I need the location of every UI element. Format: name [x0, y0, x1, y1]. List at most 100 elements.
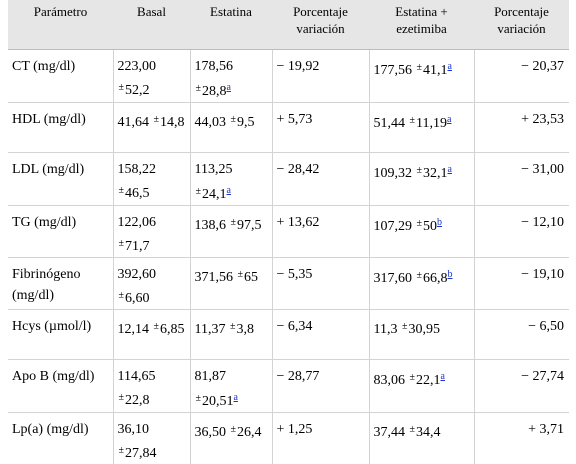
param-cell: Apo B (mg/dl) [8, 360, 113, 413]
variation-cell-estatina: − 19,92 [272, 50, 369, 103]
mean-value: 371,56 [195, 270, 237, 285]
sd-value: 71,7 [125, 239, 150, 254]
mean-value: 44,03 [195, 115, 230, 130]
mean-value: 109,32 [374, 166, 416, 181]
sd-value: 66,8 [423, 271, 448, 286]
results-table: Parámetro Basal Estatina Porcentaje vari… [8, 0, 569, 464]
plus-minus: ± [231, 217, 237, 228]
footnote-ref-a[interactable]: a [441, 371, 445, 382]
header-basal: Basal [113, 0, 190, 50]
basal-cell: 114,65 ±22,8 [113, 360, 190, 413]
estatina-cell: 113,25 ±24,1a [190, 153, 272, 206]
mean-value: 114,65 [118, 369, 156, 384]
header-estatina: Estatina [190, 0, 272, 50]
mean-value: 12,14 [118, 322, 153, 337]
sd-value: 24,1 [202, 187, 227, 202]
footnote-ref-a[interactable]: a [227, 185, 231, 196]
sd-value: 28,8 [202, 84, 227, 99]
plus-minus: ± [417, 165, 423, 176]
sd-value: 32,1 [423, 166, 448, 181]
sd-value: 6,85 [160, 322, 185, 337]
header-row: Parámetro Basal Estatina Porcentaje vari… [8, 0, 569, 50]
estatina-ezetimiba-cell: 109,32 ±32,1a [369, 153, 474, 206]
sd-value: 14,8 [160, 115, 185, 130]
param-cell: Fibrinógeno (mg/dl) [8, 258, 113, 310]
estatina-ezetimiba-cell: 51,44 ±11,19a [369, 103, 474, 153]
mean-value: 36,10 [118, 422, 150, 437]
estatina-cell: 36,50 ±26,4 [190, 413, 272, 464]
sd-value: 27,84 [125, 446, 157, 461]
param-cell: LDL (mg/dl) [8, 153, 113, 206]
estatina-ezetimiba-cell: 107,29 ±50b [369, 206, 474, 258]
mean-value: 113,25 [195, 162, 233, 177]
mean-value: 11,37 [195, 322, 229, 337]
basal-cell: 158,22 ±46,5 [113, 153, 190, 206]
variation-cell-estatina: + 1,25 [272, 413, 369, 464]
mean-value: 107,29 [374, 219, 416, 234]
plus-minus: ± [230, 321, 236, 332]
variation-cell-ezetimiba: − 20,37 [474, 50, 569, 103]
footnote-ref-a[interactable]: a [448, 61, 452, 72]
sd-value: 9,5 [237, 115, 255, 130]
variation-cell-ezetimiba: − 31,00 [474, 153, 569, 206]
sd-value: 50 [423, 219, 437, 234]
variation-cell-estatina: − 28,42 [272, 153, 369, 206]
estatina-ezetimiba-cell: 37,44 ±34,4 [369, 413, 474, 464]
header-porcentaje-variacion-2: Porcentaje variación [474, 0, 569, 50]
plus-minus: ± [231, 424, 237, 435]
param-cell: HDL (mg/dl) [8, 103, 113, 153]
plus-minus: ± [119, 392, 125, 403]
variation-cell-estatina: + 13,62 [272, 206, 369, 258]
plus-minus: ± [196, 393, 202, 404]
footnote-ref-a[interactable]: a [227, 82, 231, 93]
sd-value: 30,95 [408, 322, 440, 337]
variation-cell-estatina: − 5,35 [272, 258, 369, 310]
estatina-cell: 138,6 ±97,5 [190, 206, 272, 258]
estatina-ezetimiba-cell: 317,60 ±66,8b [369, 258, 474, 310]
footnote-ref-b[interactable]: b [437, 217, 442, 228]
plus-minus: ± [402, 321, 408, 332]
estatina-cell: 81,87 ±20,51a [190, 360, 272, 413]
sd-value: 11,19 [416, 116, 447, 131]
plus-minus: ± [231, 114, 237, 125]
sd-value: 41,1 [423, 63, 448, 78]
basal-cell: 223,00 ±52,2 [113, 50, 190, 103]
plus-minus: ± [417, 62, 423, 73]
plus-minus: ± [410, 424, 416, 435]
sd-value: 20,51 [202, 394, 234, 409]
basal-cell: 12,14 ±6,85 [113, 310, 190, 360]
plus-minus: ± [154, 321, 160, 332]
footnote-ref-a[interactable]: a [448, 164, 452, 175]
variation-cell-ezetimiba: − 12,10 [474, 206, 569, 258]
plus-minus: ± [417, 218, 423, 229]
param-cell: CT (mg/dl) [8, 50, 113, 103]
plus-minus: ± [238, 269, 244, 280]
variation-cell-ezetimiba: − 27,74 [474, 360, 569, 413]
plus-minus: ± [417, 270, 423, 281]
footnote-ref-a[interactable]: a [447, 114, 451, 125]
sd-value: 34,4 [416, 425, 441, 440]
estatina-cell: 11,37 ±3,8 [190, 310, 272, 360]
header-porcentaje-variacion-1: Porcentaje variación [272, 0, 369, 50]
mean-value: 392,60 [118, 267, 157, 282]
plus-minus: ± [410, 372, 416, 383]
mean-value: 223,00 [118, 59, 157, 74]
param-cell: Hcys (µmol/l) [8, 310, 113, 360]
footnote-ref-b[interactable]: b [448, 269, 453, 280]
plus-minus: ± [119, 82, 125, 93]
variation-cell-estatina: + 5,73 [272, 103, 369, 153]
sd-value: 22,1 [416, 373, 441, 388]
footnote-ref-a[interactable]: a [234, 392, 238, 403]
mean-value: 317,60 [374, 271, 416, 286]
basal-cell: 36,10 ±27,84 [113, 413, 190, 464]
estatina-cell: 44,03 ±9,5 [190, 103, 272, 153]
mean-value: 41,64 [118, 115, 153, 130]
